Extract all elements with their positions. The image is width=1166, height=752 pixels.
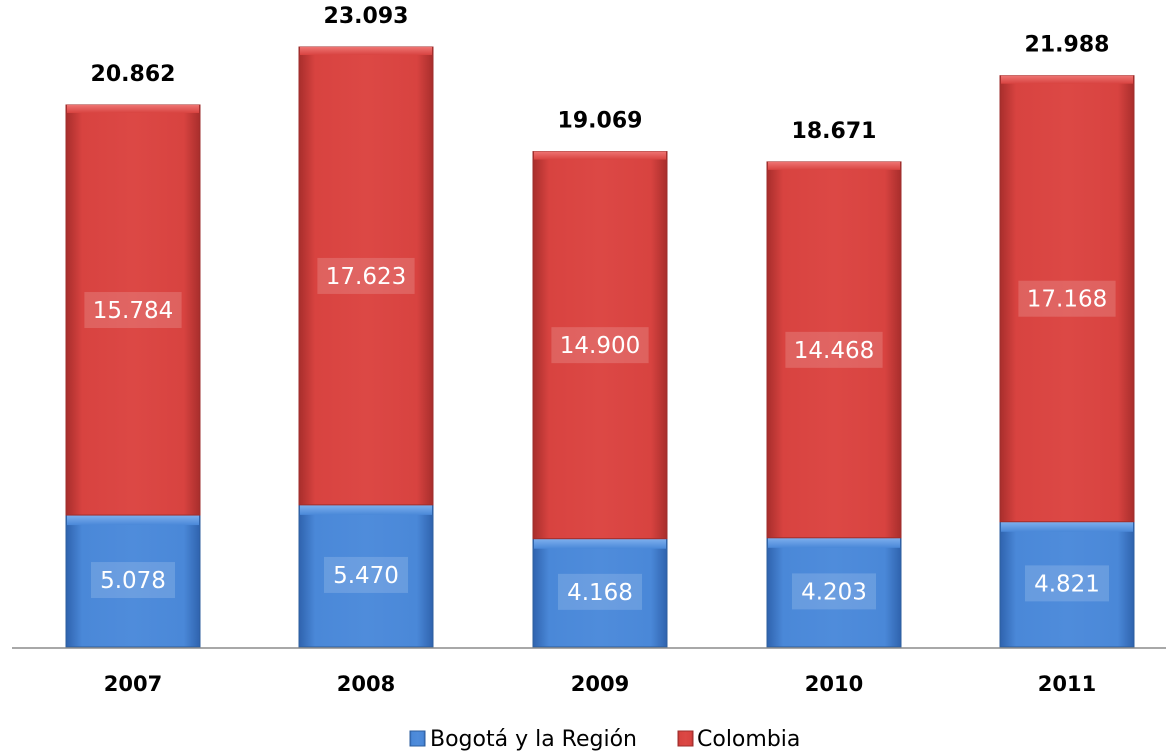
legend-swatch-bogota	[409, 730, 426, 747]
bar-colombia-2008	[298, 46, 434, 506]
data-label-colombia-2009: 14.900	[560, 333, 640, 359]
data-label-bogota-2011-bg	[1025, 565, 1109, 602]
data-label-bogota-2007-bg	[91, 562, 175, 599]
legend-label-bogota: Bogotá y la Región	[430, 727, 637, 752]
x-tick-label-2007: 2007	[104, 672, 162, 696]
total-label-2009: 19.069	[558, 109, 643, 134]
data-label-bogota-2009-group: 4.168	[558, 573, 642, 610]
data-label-bogota-2011: 4.821	[1034, 571, 1100, 597]
bar-colombia-bevel-2010	[768, 161, 900, 170]
data-label-bogota-2010-group: 4.203	[792, 573, 876, 610]
data-label-bogota-2008: 5.470	[333, 563, 399, 589]
data-label-colombia-2007-group: 15.784	[84, 292, 182, 329]
bar-colombia-bevel-2007	[67, 104, 199, 113]
data-label-colombia-2007-bg	[84, 292, 182, 329]
bar-bogota-2009	[532, 538, 668, 648]
bar-colombia-bevel-2011	[1001, 75, 1133, 84]
data-label-bogota-2009-bg	[558, 573, 642, 610]
bar-colombia-2009	[532, 151, 668, 540]
data-label-bogota-2008-bg	[324, 556, 408, 593]
bar-colombia-bevel-2008	[300, 47, 432, 55]
bar-colombia-bevel-2009	[534, 151, 666, 160]
data-label-colombia-2010-group: 14.468	[785, 331, 883, 368]
data-label-bogota-2011-group: 4.821	[1025, 565, 1109, 602]
data-label-bogota-2007-group: 5.078	[91, 562, 175, 599]
total-label-2008: 23.093	[324, 4, 409, 29]
bar-bogota-bevel-2009	[534, 538, 666, 549]
data-label-colombia-2008: 17.623	[326, 264, 406, 290]
legend: Bogotá y la Región Colombia	[409, 727, 800, 752]
bar-bogota-bevel-2007	[67, 515, 199, 526]
bar-colombia-2010	[766, 161, 902, 539]
total-label-2011: 21.988	[1025, 33, 1110, 58]
legend-swatch-colombia	[677, 730, 694, 747]
bar-bogota-bevel-2008	[300, 504, 432, 515]
x-tick-label-2008: 2008	[337, 672, 395, 696]
data-label-bogota-2009: 4.168	[567, 580, 633, 606]
data-label-bogota-2008-group: 5.470	[324, 556, 408, 593]
data-label-colombia-2007: 15.784	[93, 298, 173, 324]
data-label-colombia-2008-bg	[317, 257, 415, 294]
data-label-colombia-2011-group: 17.168	[1018, 280, 1116, 317]
data-label-colombia-2010-bg	[785, 331, 883, 368]
data-label-bogota-2010: 4.203	[801, 579, 867, 605]
x-tick-label-2009: 2009	[571, 672, 629, 696]
data-label-colombia-2009-bg	[551, 327, 649, 364]
data-label-bogota-2010-bg	[792, 573, 876, 610]
bar-bogota-bevel-2011	[1001, 521, 1133, 532]
bar-colombia-2011	[999, 75, 1135, 523]
legend-label-colombia: Colombia	[697, 727, 800, 752]
data-label-colombia-2010: 14.468	[794, 338, 874, 364]
x-tick-label-2010: 2010	[805, 672, 863, 696]
x-tick-label-2011: 2011	[1038, 672, 1096, 696]
data-label-colombia-2011-bg	[1018, 280, 1116, 317]
data-label-colombia-2011: 17.168	[1027, 287, 1107, 313]
data-label-colombia-2008-group: 17.623	[317, 257, 415, 294]
total-label-2010: 18.671	[792, 119, 877, 144]
bar-bogota-2010	[766, 537, 902, 648]
total-label-2007: 20.862	[91, 62, 176, 87]
bar-bogota-2011	[999, 521, 1135, 648]
data-label-bogota-2007: 5.078	[100, 568, 166, 594]
data-label-colombia-2009-group: 14.900	[551, 327, 649, 364]
bar-bogota-bevel-2010	[768, 537, 900, 548]
bar-bogota-2007	[65, 514, 201, 648]
bar-colombia-2007	[65, 104, 201, 516]
